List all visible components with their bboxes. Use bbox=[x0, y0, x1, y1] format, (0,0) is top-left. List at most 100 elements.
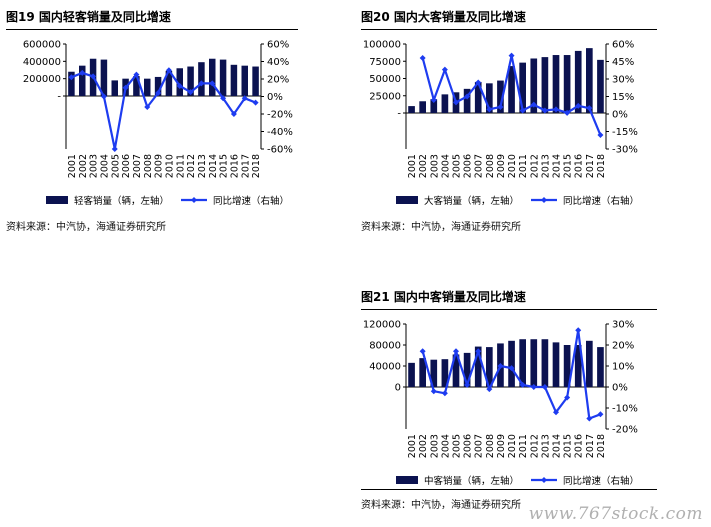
bar bbox=[408, 362, 415, 387]
bar bbox=[452, 354, 460, 387]
line-point bbox=[497, 104, 504, 110]
x-tick-label: 2001 bbox=[67, 154, 78, 178]
x-tick-label: 2001 bbox=[407, 434, 418, 458]
title-rule bbox=[6, 29, 298, 30]
bar bbox=[209, 58, 216, 96]
bar bbox=[408, 106, 415, 113]
line-point bbox=[68, 74, 75, 81]
line-point bbox=[252, 99, 259, 106]
x-tick-label: 2014 bbox=[552, 154, 563, 178]
x-tick-label: 2007 bbox=[474, 154, 485, 178]
line-point bbox=[575, 327, 582, 334]
line-point bbox=[564, 394, 571, 401]
y-left-tick-label: 0 bbox=[395, 383, 401, 394]
x-tick-label: 2002 bbox=[418, 434, 429, 458]
bar bbox=[530, 339, 538, 387]
x-tick-label: 2017 bbox=[585, 434, 596, 458]
line-point bbox=[497, 363, 504, 369]
line-point bbox=[90, 73, 97, 80]
line-point bbox=[198, 80, 205, 87]
y-left-tick-label: 100000 bbox=[363, 40, 401, 51]
line-point bbox=[209, 80, 216, 87]
x-tick-label: 2005 bbox=[452, 434, 463, 458]
x-tick-label: 2014 bbox=[552, 434, 563, 458]
legend-bar-swatch bbox=[396, 476, 418, 484]
line-point bbox=[530, 101, 537, 108]
bar bbox=[111, 80, 118, 96]
chart-title: 图19 国内轻客销量及同比增速 bbox=[6, 10, 171, 24]
x-tick-label: 2015 bbox=[563, 154, 574, 178]
x-tick-label: 2011 bbox=[175, 154, 186, 178]
line-point bbox=[486, 386, 493, 393]
x-tick-label: 2010 bbox=[164, 154, 175, 178]
x-tick-label: 2014 bbox=[208, 154, 219, 178]
x-tick-label: 2015 bbox=[563, 434, 574, 458]
chart-panel-21: 图21 国内中客销量及同比增速 120000 80000 40000 0 30% 20% 1… bbox=[361, 287, 657, 523]
bar bbox=[463, 88, 471, 113]
bar bbox=[563, 345, 571, 387]
x-tick-label: 2009 bbox=[496, 154, 507, 178]
x-tick-label: 2018 bbox=[596, 434, 607, 458]
bar bbox=[597, 347, 604, 387]
line-point bbox=[475, 348, 482, 355]
bar bbox=[541, 57, 549, 113]
bar bbox=[474, 81, 482, 113]
y-right-tick-label: 20% bbox=[612, 341, 634, 352]
bar bbox=[187, 66, 194, 96]
line-point bbox=[597, 132, 604, 138]
line-point bbox=[419, 348, 426, 355]
x-tick-label: 2006 bbox=[121, 154, 132, 178]
x-tick-label: 2009 bbox=[154, 154, 165, 178]
bar bbox=[419, 101, 426, 113]
legend-line-label: 同比增速（右轴） bbox=[563, 475, 639, 487]
legend-line-label: 同比增速（右轴） bbox=[213, 195, 289, 207]
bar bbox=[441, 94, 449, 113]
x-tick-label: 2018 bbox=[251, 154, 262, 178]
legend-bar-swatch bbox=[46, 196, 68, 204]
x-tick-label: 2017 bbox=[240, 154, 251, 178]
watermark: www.767stock.com bbox=[528, 504, 703, 524]
bar bbox=[100, 59, 108, 96]
x-tick-label: 2004 bbox=[99, 154, 110, 178]
y-right-tick-label: 60% bbox=[267, 40, 289, 51]
bar bbox=[486, 83, 493, 113]
y-left-tick-label: 120000 bbox=[363, 320, 401, 331]
line-point bbox=[508, 365, 515, 372]
bar bbox=[597, 59, 604, 113]
x-tick-label: 2013 bbox=[197, 154, 208, 178]
bar bbox=[198, 62, 205, 96]
line-point bbox=[553, 106, 559, 113]
line-point bbox=[519, 381, 526, 388]
y-right-tick-label: 45% bbox=[612, 57, 634, 68]
y-right-tick-label: 0% bbox=[612, 383, 628, 394]
y-right-tick-label: 40% bbox=[267, 57, 289, 68]
y-left-tick-label: 75000 bbox=[369, 57, 401, 68]
y-left-tick-label: 25000 bbox=[369, 91, 401, 102]
bar bbox=[144, 78, 151, 96]
line-point bbox=[176, 83, 183, 89]
x-tick-label: 2011 bbox=[518, 434, 529, 458]
bar bbox=[586, 340, 593, 387]
x-tick-label: 2004 bbox=[440, 154, 451, 178]
x-tick-label: 2008 bbox=[143, 154, 154, 178]
line-point bbox=[111, 146, 118, 152]
source-note: 资料来源：中汽协，海通证券研究所 bbox=[6, 222, 166, 233]
x-tick-label: 2008 bbox=[485, 434, 496, 458]
y-right-tick-label: -20% bbox=[612, 425, 638, 436]
bar bbox=[419, 358, 426, 387]
y-left-tick-label: 400000 bbox=[23, 57, 61, 68]
y-right-tick-label: -40% bbox=[267, 127, 293, 138]
x-tick-label: 2010 bbox=[507, 434, 518, 458]
y-left-tick-label: - bbox=[57, 92, 61, 103]
bar bbox=[165, 70, 173, 96]
y-left-tick-label: - bbox=[397, 109, 401, 120]
x-tick-label: 2012 bbox=[529, 154, 540, 178]
bar bbox=[541, 339, 549, 387]
line-point bbox=[187, 89, 194, 96]
bar bbox=[430, 99, 438, 113]
chart-svg-light-bus: 600000400000200000-60%40%20%0%-20%-40%-6… bbox=[23, 40, 293, 208]
chart-svg-medium-bus: 120000 80000 40000 0 30% 20% 10% 0% -10% -20% 2001… bbox=[363, 320, 639, 488]
x-tick-label: 2013 bbox=[540, 154, 551, 178]
y-right-tick-label: 20% bbox=[267, 75, 289, 86]
chart-title: 图21 国内中客销量及同比增速 bbox=[361, 290, 526, 304]
